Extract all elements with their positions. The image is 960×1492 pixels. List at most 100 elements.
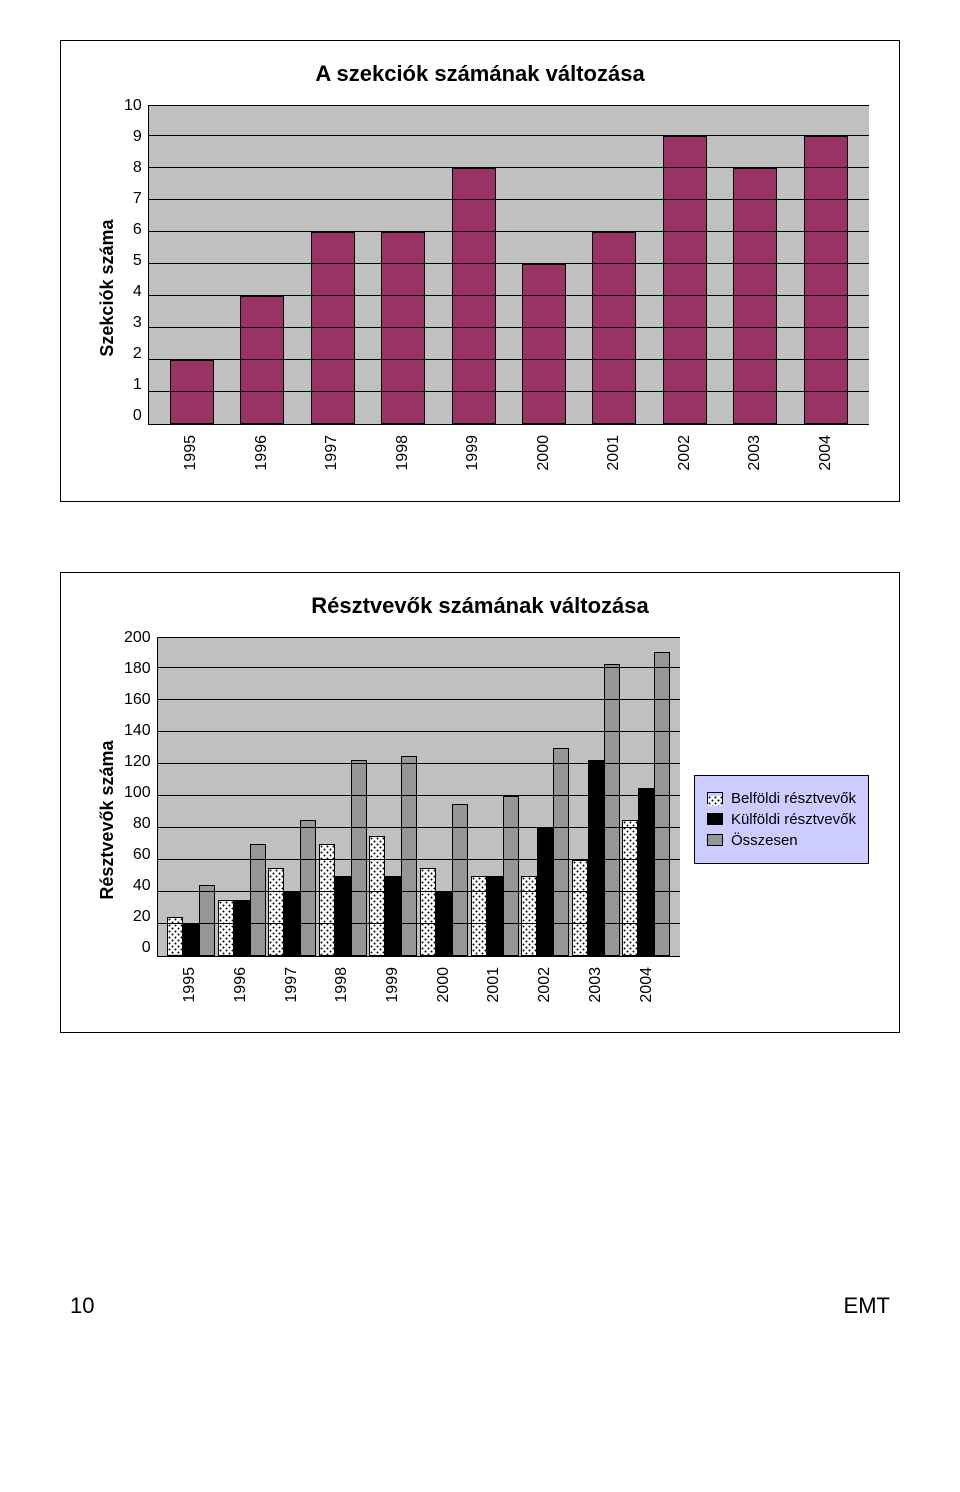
ytick: 1 xyxy=(133,376,142,394)
xtick: 2004 xyxy=(817,435,835,471)
xtick: 2001 xyxy=(605,435,623,471)
ytick: 2 xyxy=(133,345,142,363)
bar xyxy=(436,892,452,956)
ytick: 140 xyxy=(124,722,151,740)
page-number: 10 xyxy=(70,1293,94,1319)
chart2-legend: Belföldi résztvevők Külföldi résztvevők Ös… xyxy=(694,775,869,864)
chart1-plot xyxy=(148,105,869,425)
bar-group-2004 xyxy=(622,652,670,956)
bar-group-2002 xyxy=(521,748,569,956)
bar-1998 xyxy=(381,232,425,424)
xtick: 2003 xyxy=(746,435,764,471)
legend-item: Belföldi résztvevők xyxy=(707,790,856,807)
ytick: 3 xyxy=(133,314,142,332)
bar xyxy=(487,876,503,956)
bar xyxy=(319,844,335,956)
legend-swatch xyxy=(707,813,723,825)
bar-1997 xyxy=(311,232,355,424)
xtick: 2002 xyxy=(676,435,694,471)
xtick: 2000 xyxy=(535,435,553,471)
bar xyxy=(401,756,417,956)
bar-group-1996 xyxy=(218,844,266,956)
legend-swatch xyxy=(707,834,723,846)
bar xyxy=(183,924,199,956)
xtick: 1997 xyxy=(323,435,341,471)
ytick: 80 xyxy=(133,815,151,833)
ytick: 120 xyxy=(124,753,151,771)
ytick: 8 xyxy=(133,159,142,177)
chart1-xticks: 1995199619971998199920002001200220032004 xyxy=(148,425,869,471)
bar xyxy=(250,844,266,956)
bar-group-1995 xyxy=(167,885,215,955)
chart-sections: A szekciók számának változása Szekciók s… xyxy=(60,40,900,502)
bar xyxy=(537,828,553,956)
xtick: 1995 xyxy=(182,435,200,471)
ytick: 100 xyxy=(124,784,151,802)
bar-2000 xyxy=(522,264,566,424)
chart2-plot xyxy=(157,637,680,957)
bar xyxy=(420,868,436,956)
chart2-title: Résztvevők számának változása xyxy=(91,593,869,619)
bar xyxy=(604,664,620,955)
ytick: 0 xyxy=(142,939,151,957)
ytick: 5 xyxy=(133,252,142,270)
footer-label: EMT xyxy=(844,1293,890,1319)
bar xyxy=(335,876,351,956)
bar xyxy=(622,820,638,956)
bar xyxy=(553,748,569,956)
legend-item: Külföldi résztvevők xyxy=(707,811,856,828)
chart2-ylabel: Résztvevők száma xyxy=(91,637,124,1003)
chart2-xticks: 1995 1996 1997 1998 1999 2000 2001 2002 2003 2004 xyxy=(157,957,680,1003)
xtick: 1998 xyxy=(333,967,351,1003)
legend-label: Külföldi résztvevők xyxy=(731,811,856,828)
ytick: 9 xyxy=(133,128,142,146)
bar xyxy=(385,876,401,956)
xtick: 1997 xyxy=(283,967,301,1003)
xtick: 2001 xyxy=(485,967,503,1003)
bar-group-1999 xyxy=(369,756,417,956)
bar-1999 xyxy=(452,168,496,424)
bar xyxy=(199,885,215,955)
bar xyxy=(654,652,670,956)
ytick: 10 xyxy=(124,97,142,115)
bar xyxy=(471,876,487,956)
bar-group-2001 xyxy=(471,796,519,956)
xtick: 2004 xyxy=(638,967,656,1003)
ytick: 60 xyxy=(133,846,151,864)
bar xyxy=(284,892,300,956)
xtick: 2002 xyxy=(536,967,554,1003)
legend-item: Összesen xyxy=(707,832,856,849)
legend-swatch xyxy=(707,792,723,804)
ytick: 0 xyxy=(133,407,142,425)
ytick: 160 xyxy=(124,691,151,709)
bar-1995 xyxy=(170,360,214,424)
xtick: 1999 xyxy=(464,435,482,471)
bar xyxy=(300,820,316,956)
xtick: 1999 xyxy=(384,967,402,1003)
bar xyxy=(572,860,588,956)
bar xyxy=(503,796,519,956)
chart1-title: A szekciók számának változása xyxy=(91,61,869,87)
xtick: 1995 xyxy=(181,967,199,1003)
xtick: 1996 xyxy=(253,435,271,471)
ytick: 6 xyxy=(133,221,142,239)
ytick: 7 xyxy=(133,190,142,208)
bar xyxy=(369,836,385,956)
bar-2001 xyxy=(592,232,636,424)
ytick: 180 xyxy=(124,660,151,678)
xtick: 2003 xyxy=(587,967,605,1003)
bar xyxy=(218,900,234,956)
xtick: 2000 xyxy=(435,967,453,1003)
ytick: 200 xyxy=(124,629,151,647)
xtick: 1996 xyxy=(232,967,250,1003)
bar-1996 xyxy=(240,296,284,424)
bar xyxy=(268,868,284,956)
bar xyxy=(234,900,250,956)
bar-2003 xyxy=(733,168,777,424)
bar-2004 xyxy=(804,136,848,424)
legend-label: Összesen xyxy=(731,832,798,849)
chart2-yticks: 200180160140120100806040200 xyxy=(124,629,157,957)
ytick: 4 xyxy=(133,283,142,301)
chart-participants: Résztvevők számának változása Résztvevők… xyxy=(60,572,900,1034)
ytick: 40 xyxy=(133,877,151,895)
